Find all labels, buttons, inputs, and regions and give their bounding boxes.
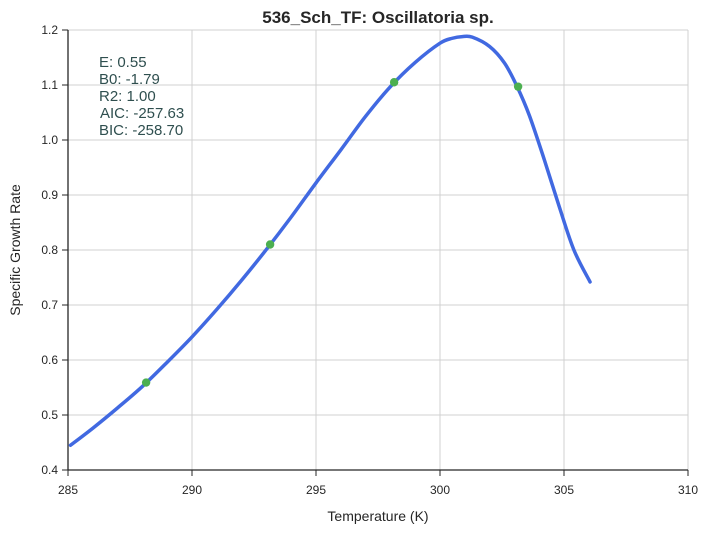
x-tick-label: 310 <box>678 483 698 497</box>
fit-stat-line: E: 0.55 <box>99 54 147 71</box>
y-axis-title: Specific Growth Rate <box>7 184 23 316</box>
x-tick-label: 295 <box>306 483 326 497</box>
x-tick-label: 305 <box>554 483 574 497</box>
data-point <box>389 78 399 87</box>
y-tick-label: 1.2 <box>41 23 58 37</box>
y-tick-label: 0.7 <box>41 298 58 312</box>
fit-stat-line: B0: -1.79 <box>99 71 160 88</box>
data-point <box>141 378 151 387</box>
y-tick-label: 0.5 <box>41 408 58 422</box>
tick-labels: 285 290 295 300 305 310 0.4 0.5 0.6 0.7 0.8 0.9 1.0 1… <box>41 23 698 497</box>
y-tick-label: 0.9 <box>41 188 58 202</box>
y-tick-label: 1.0 <box>41 133 58 147</box>
x-axis-title: Temperature (K) <box>327 508 428 524</box>
y-tick-label: 1.1 <box>41 78 58 92</box>
fitted-curve <box>68 34 592 447</box>
data-point <box>513 82 523 91</box>
y-tick-label: 0.8 <box>41 243 58 257</box>
x-tick-label: 290 <box>182 483 202 497</box>
fit-stat-line: R2: 1.00 <box>99 88 156 105</box>
y-tick-label: 0.4 <box>41 463 58 477</box>
data-series <box>68 34 592 447</box>
chart-title: 536_Sch_TF: Oscillatoria sp. <box>262 8 493 27</box>
axes <box>62 29 689 476</box>
fit-stat-line: BIC: -258.70 <box>99 122 183 139</box>
fit-stat-line: AIC: -257.63 <box>100 105 184 122</box>
x-tick-label: 285 <box>58 483 78 497</box>
x-tick-label: 300 <box>430 483 450 497</box>
y-tick-label: 0.6 <box>41 353 58 367</box>
data-point <box>265 240 275 249</box>
